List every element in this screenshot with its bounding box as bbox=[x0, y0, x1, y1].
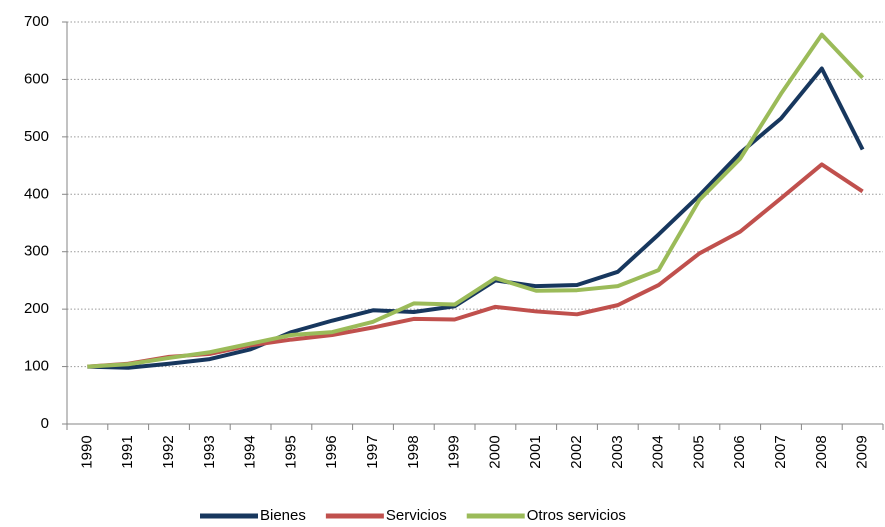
y-tick-label: 600 bbox=[24, 70, 49, 87]
y-tick-label: 200 bbox=[24, 300, 49, 317]
x-tick-label: 2001 bbox=[527, 435, 544, 468]
x-tick-label: 1991 bbox=[119, 435, 136, 468]
legend-label: Bienes bbox=[260, 507, 306, 524]
y-tick-label: 0 bbox=[41, 415, 49, 432]
x-tick-label: 2007 bbox=[772, 435, 789, 468]
x-tick-label: 1995 bbox=[282, 435, 299, 468]
x-tick-label: 1994 bbox=[242, 435, 259, 468]
x-tick-label: 1997 bbox=[364, 435, 381, 468]
x-tick-label: 2003 bbox=[609, 435, 626, 468]
x-tick-label: 1996 bbox=[323, 435, 340, 468]
y-tick-label: 100 bbox=[24, 358, 49, 375]
y-tick-label: 700 bbox=[24, 13, 49, 30]
x-tick-label: 2005 bbox=[690, 435, 707, 468]
x-tick-label: 2009 bbox=[854, 435, 871, 468]
x-tick-label: 2000 bbox=[486, 435, 503, 468]
legend-label: Otros servicios bbox=[527, 507, 626, 524]
x-tick-label: 2008 bbox=[813, 435, 830, 468]
x-tick-label: 2004 bbox=[650, 435, 667, 468]
x-tick-label: 2002 bbox=[568, 435, 585, 468]
series-line bbox=[87, 32, 865, 369]
x-tick-label: 2006 bbox=[731, 435, 748, 468]
legend: Bienes Servicios Otros servicios bbox=[200, 507, 626, 524]
x-tick-label: 1998 bbox=[405, 435, 422, 468]
x-tick-label: 1993 bbox=[201, 435, 218, 468]
legend-label: Servicios bbox=[386, 507, 447, 524]
x-tick-label: 1999 bbox=[446, 435, 463, 468]
series-line bbox=[87, 66, 865, 370]
y-tick-label: 300 bbox=[24, 243, 49, 260]
x-tick-label: 1990 bbox=[78, 435, 95, 468]
y-tick-label: 400 bbox=[24, 185, 49, 202]
x-tick-label: 1992 bbox=[160, 435, 177, 468]
y-tick-label: 500 bbox=[24, 128, 49, 145]
